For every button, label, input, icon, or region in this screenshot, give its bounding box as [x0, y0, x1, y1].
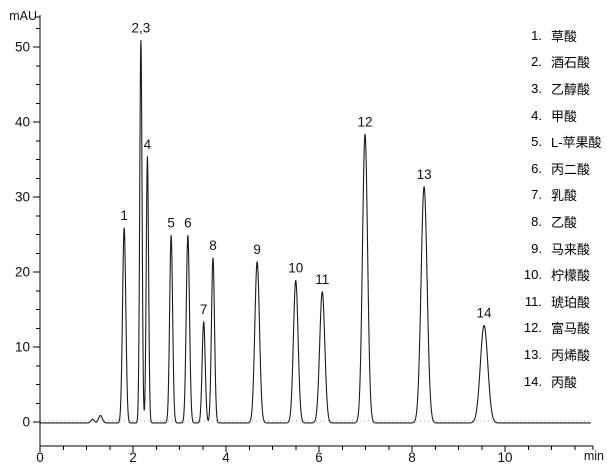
y-tick-label: 10: [15, 340, 30, 355]
x-tick-label: 2: [129, 450, 137, 465]
legend-item-2: 2. 酒石酸: [508, 49, 606, 76]
legend-item-name: 柠檬酸: [551, 268, 591, 284]
legend-item-name: 草酸: [551, 28, 578, 44]
legend-item-number: 6.: [531, 160, 542, 176]
x-tick-label: 8: [408, 450, 416, 465]
legend-item-name: 乙酸: [551, 214, 578, 230]
legend-item-name: 丙酸: [551, 374, 578, 390]
legend-item-5: 5. L-苹果酸: [508, 128, 606, 155]
legend-item-12: 12. 富马酸: [508, 315, 606, 342]
peak-label-7: 7: [200, 302, 208, 317]
peak-label-8: 8: [209, 238, 217, 253]
legend-item-name: 乙醇酸: [551, 81, 591, 97]
x-tick-label: 6: [315, 450, 323, 465]
x-tick-label: 4: [222, 450, 230, 465]
peak-label-4: 4: [144, 137, 152, 152]
legend-item-1: 1. 草酸: [508, 22, 606, 49]
x-tick-label: 10: [497, 450, 512, 465]
x-tick-label: 0: [36, 450, 44, 465]
legend-item-name: 酒石酸: [551, 55, 591, 71]
legend-item-name: 丙烯酸: [551, 347, 591, 363]
legend-item-name: 甲酸: [551, 108, 578, 124]
legend-item-name: L-苹果酸: [551, 135, 602, 151]
legend-item-number: 14.: [523, 373, 542, 389]
y-tick-label: 0: [22, 415, 30, 430]
legend-item-number: 9.: [531, 240, 542, 256]
peak-label-13: 13: [417, 167, 432, 182]
peak-label-12: 12: [358, 114, 373, 129]
peak-label-14: 14: [477, 306, 493, 321]
legend-item-number: 5.: [531, 134, 542, 150]
legend-item-11: 11. 琥珀酸: [508, 288, 606, 315]
legend-item-name: 马来酸: [551, 241, 591, 257]
y-tick-label: 20: [15, 265, 30, 280]
legend-item-number: 4.: [531, 107, 542, 123]
legend-item-7: 7. 乳酸: [508, 182, 606, 209]
legend-item-3: 3. 乙醇酸: [508, 75, 606, 102]
legend-item-14: 14. 丙酸: [508, 368, 606, 395]
peak-label-6: 6: [184, 216, 192, 231]
legend-item-10: 10. 柠檬酸: [508, 261, 606, 288]
legend-item-name: 乳酸: [551, 188, 578, 204]
y-tick-label: 30: [15, 190, 30, 205]
legend-item-number: 11.: [524, 293, 542, 309]
peak-label-11: 11: [315, 272, 329, 287]
legend-item-number: 3.: [531, 80, 542, 96]
peak-legend: 1. 草酸 2. 酒石酸 3. 乙醇酸 4. 甲酸 5. L-苹果酸 6. 丙二酸 7. 乳酸 8. 乙酸 9.…: [508, 22, 606, 394]
x-axis-unit-label: min: [583, 449, 604, 463]
legend-item-number: 10.: [523, 267, 542, 283]
y-axis-unit-label: mAU: [9, 9, 37, 23]
legend-item-13: 13. 丙烯酸: [508, 341, 606, 368]
legend-item-number: 13.: [523, 346, 542, 362]
legend-item-number: 8.: [531, 213, 542, 229]
legend-item-name: 富马酸: [551, 321, 591, 337]
peak-label-10: 10: [288, 261, 303, 276]
legend-item-number: 2.: [531, 54, 542, 70]
legend-item-number: 1.: [531, 27, 542, 43]
legend-item-name: 丙二酸: [551, 161, 591, 177]
peak-label-9: 9: [253, 242, 261, 257]
peak-label-1: 1: [120, 208, 128, 223]
legend-item-6: 6. 丙二酸: [508, 155, 606, 182]
legend-item-8: 8. 乙酸: [508, 208, 606, 235]
legend-item-name: 琥珀酸: [551, 294, 591, 310]
y-tick-label: 40: [15, 115, 30, 130]
y-tick-label: 50: [15, 40, 30, 55]
legend-item-9: 9. 马来酸: [508, 235, 606, 262]
legend-item-4: 4. 甲酸: [508, 102, 606, 129]
chromatogram-trace: [39, 39, 592, 424]
legend-item-number: 7.: [531, 187, 542, 203]
legend-item-number: 12.: [523, 320, 542, 336]
peak-label-2,3: 2,3: [132, 21, 151, 36]
peak-label-5: 5: [167, 216, 175, 231]
